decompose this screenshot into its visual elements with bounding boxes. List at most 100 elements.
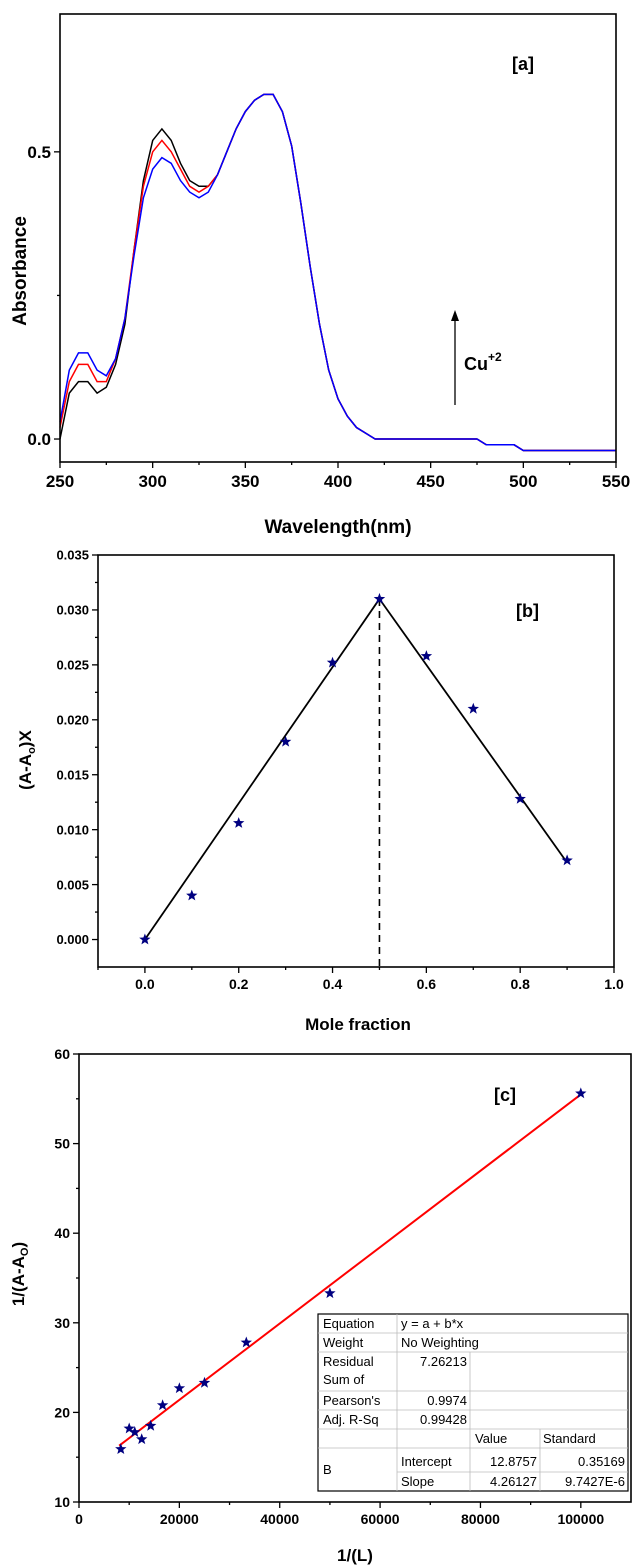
panel-c-x-tick-label: 80000 (461, 1511, 500, 1527)
fit-rss-label-2: Sum of (323, 1372, 365, 1387)
fit-equation-label: Equation (323, 1316, 374, 1331)
panel-c-x-tick-label: 60000 (361, 1511, 400, 1527)
panel-a-ticks: 250 300 350 400 450 500 550 0.0 0.5 (27, 143, 630, 491)
data-point-star (156, 1399, 169, 1411)
panel-c-benesi-hildebrand-plot: 0 20000 40000 60000 80000 100000102030405060 … (9, 1046, 632, 1565)
fit-line (378, 598, 568, 864)
panel-b-y-tick-label: 0.030 (56, 603, 89, 618)
panel-a-x-tick-label: 450 (416, 472, 444, 491)
data-point-star (561, 854, 573, 866)
panel-c-x-tick-label: 0 (75, 1511, 83, 1527)
data-point-star (279, 735, 292, 747)
fit-weight: No Weighting (401, 1335, 479, 1350)
data-point-star (129, 1426, 141, 1437)
data-point-star (326, 656, 339, 668)
panel-b-y-tick-label: 0.005 (56, 877, 89, 892)
panel-a-y-tick-label: 0.0 (27, 430, 51, 449)
data-point-star (324, 1287, 336, 1299)
panel-b-x-axis-label: Mole fraction (305, 1015, 411, 1034)
panel-a-absorbance-chart: 250 300 350 400 450 500 550 0.0 0.5 [a] Cu+2 Wav… (10, 13, 630, 538)
fit-intercept-std: 0.35169 (578, 1454, 625, 1469)
fit-intercept-label: Intercept (401, 1454, 452, 1469)
panel-c-y-tick-label: 50 (54, 1136, 70, 1152)
panel-c-x-axis-label: 1/(L) (337, 1546, 373, 1565)
panel-a-x-tick-label: 400 (324, 472, 352, 491)
fit-slope-std: 9.7427E-6 (565, 1474, 625, 1489)
panel-b-y-axis-label: (A-Ao)X (16, 730, 38, 790)
panel-b-job-plot: 0.0 0.2 0.4 0.6 0.8 1.0 0.000 0.005 0.010 0.015 0.… (16, 548, 624, 1034)
data-point-star (139, 933, 151, 945)
panel-c-x-tick-label: 40000 (260, 1511, 299, 1527)
panel-c-x-tick-label: 20000 (160, 1511, 199, 1527)
panel-b-y-tick-label: 0.000 (56, 932, 89, 947)
fit-slope-value: 4.26127 (490, 1474, 537, 1489)
panel-b-y-tick-label: 0.010 (56, 822, 89, 837)
panel-a-x-tick-label: 250 (46, 472, 74, 491)
panel-b-y-tick-label: 0.015 (56, 767, 89, 782)
fit-slope-label: Slope (401, 1474, 434, 1489)
annotation-cu: Cu+2 (464, 350, 502, 374)
data-point-star (123, 1422, 135, 1434)
data-point-star (373, 592, 386, 604)
data-point-star (136, 1433, 148, 1445)
data-point-star (186, 889, 198, 901)
fit-rss-label-1: Residual (323, 1354, 374, 1369)
panel-b-plot-frame (97, 554, 615, 968)
panel-c-y-tick-label: 60 (54, 1046, 70, 1062)
panel-b-x-tick-label: 0.6 (417, 976, 437, 992)
fit-results-table: Equation y = a + b*x Weight No Weighting… (317, 1313, 629, 1492)
data-point-star (467, 702, 479, 714)
panel-b-label: [b] (516, 601, 539, 621)
data-point-star (514, 792, 526, 804)
panel-a-x-tick-label: 350 (231, 472, 259, 491)
panel-b-x-tick-label: 0.8 (510, 976, 530, 992)
fit-intercept-value: 12.8757 (490, 1454, 537, 1469)
fit-equation: y = a + b*x (401, 1316, 464, 1331)
data-point-star (173, 1382, 186, 1394)
panel-a-spectra (59, 93, 616, 452)
panel-c-x-tick-label: 100000 (557, 1511, 604, 1527)
fit-std-header: Standard (543, 1431, 596, 1446)
fit-value-header: Value (475, 1431, 507, 1446)
fit-line (144, 598, 381, 941)
panel-a-y-axis-label: Absorbance (10, 216, 31, 326)
panel-b-ticks: 0.0 0.2 0.4 0.6 0.8 1.0 0.000 0.005 0.010 0.015 0.… (56, 548, 623, 992)
panel-c-marks (115, 1087, 587, 1454)
panel-a-arrow (451, 310, 459, 405)
panel-a-x-axis-label: Wavelength(nm) (264, 517, 411, 538)
panel-a-y-tick-label: 0.5 (27, 143, 51, 162)
data-point-star (233, 817, 245, 828)
panel-a-x-tick-label: 300 (138, 472, 166, 491)
fit-table-frame (317, 1313, 629, 1492)
data-point-star (420, 650, 433, 661)
data-point-star (198, 1376, 211, 1388)
fit-pearson: 0.9974 (427, 1393, 467, 1408)
fit-adjr-label: Adj. R-Sq (323, 1412, 379, 1427)
data-point-star (240, 1336, 252, 1348)
panel-c-label: [c] (494, 1085, 516, 1105)
panel-b-x-tick-label: 0.4 (323, 976, 343, 992)
fit-pearson-label: Pearson's (323, 1393, 381, 1408)
panel-b-x-tick-label: 0.0 (135, 976, 155, 992)
panel-c-ticks: 0 20000 40000 60000 80000 100000 10 20 30 40 50 60 (54, 1046, 604, 1527)
panel-b-y-tick-label: 0.025 (56, 658, 89, 673)
panel-b-y-tick-label: 0.020 (56, 712, 89, 727)
panel-c-y-tick-label: 40 (54, 1225, 70, 1241)
fit-group-label: B (323, 1462, 332, 1477)
panel-a-x-tick-label: 550 (602, 472, 630, 491)
panel-a-x-tick-label: 500 (509, 472, 537, 491)
linear-fit-line (118, 1093, 582, 1447)
fit-rss: 7.26213 (420, 1354, 467, 1369)
panel-a-label: [a] (512, 54, 534, 74)
panel-c-y-axis-label: 1/(A-AO) (9, 1242, 31, 1306)
panel-c-y-tick-label: 20 (54, 1404, 70, 1420)
fit-adjr: 0.99428 (420, 1412, 467, 1427)
panel-c-y-tick-label: 10 (54, 1494, 70, 1510)
panel-c-y-tick-label: 30 (54, 1315, 70, 1331)
data-point-star (575, 1087, 587, 1099)
panel-b-y-tick-label: 0.035 (56, 548, 89, 563)
panel-b-x-tick-label: 0.2 (229, 976, 249, 992)
arrow-head-icon (451, 310, 459, 321)
